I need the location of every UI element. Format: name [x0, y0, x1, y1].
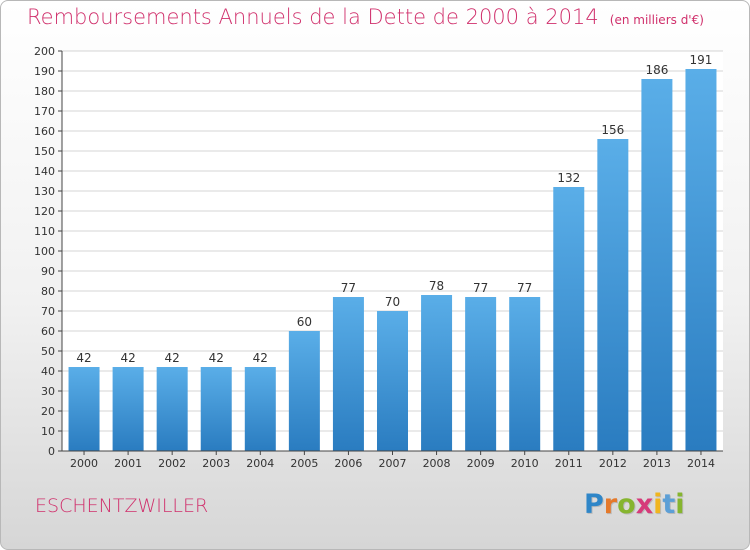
- data-label-2000: 42: [76, 351, 91, 365]
- y-tick-label: 0: [48, 445, 55, 458]
- logo-letter: o: [617, 489, 636, 520]
- bar-2001: [112, 367, 144, 451]
- x-tick-label: 2001: [114, 457, 142, 470]
- x-tick-label: 2009: [467, 457, 495, 470]
- bar-2000: [68, 367, 100, 451]
- bar-2008: [421, 295, 453, 451]
- x-tick-label: 2003: [202, 457, 230, 470]
- data-label-2006: 77: [341, 281, 356, 295]
- y-tick-label: 80: [41, 285, 55, 298]
- data-label-2010: 77: [517, 281, 532, 295]
- data-label-2012: 156: [601, 123, 624, 137]
- data-label-2011: 132: [557, 171, 580, 185]
- x-tick-label: 2011: [555, 457, 583, 470]
- bar-2006: [332, 297, 364, 451]
- bar-2003: [200, 367, 232, 451]
- y-tick-label: 190: [34, 65, 55, 78]
- y-axis-ticks: 0 10 20 30 40 50 60 70 80 90 100 110 120 130 140 150 160…: [34, 45, 62, 458]
- y-tick-label: 120: [34, 205, 55, 218]
- x-tick-label: 2008: [423, 457, 451, 470]
- bar-2009: [465, 297, 497, 451]
- bar-2005: [288, 331, 320, 451]
- y-tick-label: 170: [34, 105, 55, 118]
- y-tick-label: 100: [34, 245, 55, 258]
- logo-letter: i: [653, 489, 663, 520]
- bar-2004: [244, 367, 276, 451]
- data-label-2002: 42: [165, 351, 180, 365]
- x-tick-label: 2005: [290, 457, 318, 470]
- bar-2013: [641, 79, 673, 451]
- x-tick-label: 2014: [687, 457, 715, 470]
- y-tick-label: 10: [41, 425, 55, 438]
- y-tick-label: 20: [41, 405, 55, 418]
- y-tick-label: 150: [34, 145, 55, 158]
- y-tick-label: 50: [41, 345, 55, 358]
- x-tick-label: 2007: [379, 457, 407, 470]
- x-tick-label: 2006: [334, 457, 362, 470]
- logo-letter: r: [603, 489, 618, 520]
- y-tick-label: 160: [34, 125, 55, 138]
- bar-2007: [377, 311, 408, 451]
- x-tick-label: 2000: [70, 457, 98, 470]
- data-label-2013: 186: [645, 63, 668, 77]
- x-axis-ticks: 2000 2001 2002 2003 2004 2005 2006 2007 2008 2009…: [70, 451, 715, 470]
- commune-name: ESCHENTZWILLER: [35, 495, 209, 517]
- x-tick-label: 2004: [246, 457, 274, 470]
- data-label-2014: 191: [690, 53, 713, 67]
- bar-2002: [156, 367, 188, 451]
- data-label-2008: 78: [429, 279, 444, 293]
- chart-unit-text: (en milliers d'€): [609, 13, 704, 27]
- data-label-2007: 70: [385, 295, 400, 309]
- bar-2010: [509, 297, 541, 451]
- y-tick-label: 40: [41, 365, 55, 378]
- x-tick-label: 2010: [511, 457, 539, 470]
- y-tick-label: 70: [41, 305, 55, 318]
- y-tick-label: 140: [34, 165, 55, 178]
- logo-letter: i: [675, 489, 685, 520]
- chart-title: Remboursements Annuels de la Dette de 20…: [27, 5, 704, 29]
- y-tick-label: 30: [41, 385, 55, 398]
- x-tick-label: 2012: [599, 457, 627, 470]
- bar-2011: [553, 187, 585, 451]
- y-tick-label: 60: [41, 325, 55, 338]
- y-tick-label: 90: [41, 265, 55, 278]
- data-label-2004: 42: [253, 351, 268, 365]
- bars: 42 42 42 42 42 60 77 70 78 77 77 132 156 186 191: [68, 53, 717, 451]
- data-label-2001: 42: [120, 351, 135, 365]
- data-label-2005: 60: [297, 315, 312, 329]
- data-label-2003: 42: [209, 351, 224, 365]
- y-tick-label: 200: [34, 45, 55, 58]
- y-tick-label: 130: [34, 185, 55, 198]
- bar-2012: [597, 139, 629, 451]
- logo-letter: x: [635, 489, 654, 520]
- logo-letter: t: [662, 489, 676, 520]
- x-tick-label: 2013: [643, 457, 671, 470]
- bar-2014: [685, 69, 717, 451]
- chart-title-text: Remboursements Annuels de la Dette de 20…: [27, 5, 599, 29]
- data-label-2009: 77: [473, 281, 488, 295]
- y-tick-label: 110: [34, 225, 55, 238]
- proxiti-logo: Proxiti: [584, 489, 685, 520]
- logo-letter: P: [584, 489, 604, 520]
- y-tick-label: 180: [34, 85, 55, 98]
- x-tick-label: 2002: [158, 457, 186, 470]
